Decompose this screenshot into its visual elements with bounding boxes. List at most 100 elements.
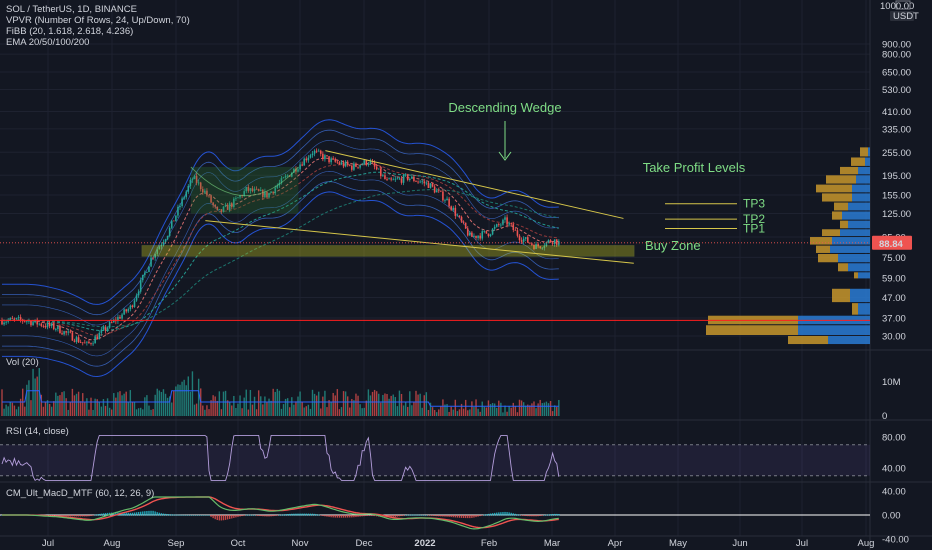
candle-body <box>495 224 498 227</box>
time-tick-label: 2022 <box>414 538 435 549</box>
rsi-tick-label: 80.00 <box>882 433 906 444</box>
macd-histogram-bar <box>150 510 152 516</box>
currency-badge <box>890 11 914 21</box>
macd-histogram-bar <box>247 514 250 516</box>
macd-histogram-bar <box>477 515 479 517</box>
macd-histogram-bar <box>82 515 84 517</box>
volume-bar <box>361 408 363 416</box>
macd-histogram-bar <box>206 514 208 516</box>
drawings[interactable]: Descending Wedge Take Profit Levels TP3TP2… <box>0 100 870 321</box>
macd-histogram-bar <box>491 513 494 516</box>
macd-histogram-bar <box>431 515 434 516</box>
macd-histogram-bar <box>556 513 558 516</box>
volume-bar <box>7 406 9 416</box>
candle-body <box>394 178 397 180</box>
macd-histogram-bar <box>291 513 293 516</box>
candle-body <box>46 322 49 328</box>
macd-histogram-bar <box>264 515 266 517</box>
volume-bar <box>357 395 359 416</box>
price-tick-label: 59.00 <box>882 273 906 284</box>
macd-histogram-bar <box>299 513 301 516</box>
macd-histogram-bar <box>487 513 490 516</box>
candle-body <box>545 242 548 246</box>
volume-bar <box>378 393 380 416</box>
candles[interactable] <box>1 148 560 347</box>
volume-bar <box>551 411 554 416</box>
candle-body <box>183 197 185 199</box>
macd-histogram-bar <box>67 515 69 517</box>
candle-body <box>38 323 41 325</box>
fibb-legend[interactable]: FiBB (20, 1.618, 2.618, 4.236) <box>6 26 134 37</box>
volume-bar <box>330 402 332 416</box>
macd-histogram-bar <box>90 515 92 516</box>
candle-body <box>81 342 84 344</box>
volume-bar <box>75 393 78 416</box>
volume-bar <box>489 404 492 416</box>
macd-histogram-bar <box>305 513 307 516</box>
profile-down-bar <box>826 175 856 184</box>
volume-bar <box>189 391 192 416</box>
candle-body <box>493 226 496 229</box>
candle-body <box>342 162 345 167</box>
macd-histogram-bar <box>57 515 59 517</box>
macd-histogram-bar <box>502 512 504 516</box>
candle-body <box>427 182 430 188</box>
macd-histogram-bar <box>531 515 533 517</box>
volume-bar <box>257 390 260 416</box>
volume-bar <box>158 390 161 416</box>
main-legend: SOL / TetherUS, 1D, BINANCE VPVR (Number… <box>6 4 190 48</box>
candle-body <box>286 175 289 177</box>
profile-down-bar <box>840 220 848 229</box>
volume-bar <box>303 407 305 416</box>
candle-body <box>380 168 382 177</box>
time-tick-label: Oct <box>231 538 246 549</box>
macd-tick-label: 0.00 <box>882 511 901 522</box>
volume-bar <box>286 398 289 416</box>
time-axis[interactable]: Jul Aug Sep Oct Nov Dec 2022 Feb Mar Apr May Jun Jul… <box>42 538 875 549</box>
currency-label: USDT <box>893 11 919 22</box>
candle-body <box>71 332 74 341</box>
symbol-title[interactable]: SOL / TetherUS, 1D, BINANCE <box>6 4 137 15</box>
macd-histogram-bar <box>402 515 405 516</box>
macd-legend[interactable]: CM_Ult_MacD_MTF (60, 12, 26, 9) <box>6 488 155 499</box>
volume-bar <box>413 402 415 416</box>
volume-legend[interactable]: Vol (20) <box>6 357 39 368</box>
volume-bar <box>214 396 216 416</box>
time-tick-label: Nov <box>292 538 309 549</box>
volume-bar <box>142 409 144 416</box>
candle-body <box>553 239 556 244</box>
candle-body <box>137 291 140 296</box>
vpvr-legend[interactable]: VPVR (Number Of Rows, 24, Up/Down, 70) <box>6 15 190 26</box>
volume-bar <box>59 395 61 416</box>
macd-histogram-bar <box>148 510 150 516</box>
candle-body <box>11 317 14 319</box>
volume-bar <box>229 402 231 416</box>
candle-body <box>375 166 378 170</box>
macd-histogram-bar <box>535 515 537 517</box>
candle-body <box>365 160 368 165</box>
profile-up-bar <box>848 220 870 229</box>
macd-histogram-bar <box>249 514 252 516</box>
volume-bar <box>46 400 49 416</box>
rsi-legend[interactable]: RSI (14, close) <box>6 426 69 437</box>
candle-body <box>274 187 277 194</box>
volume-bar <box>88 409 90 416</box>
ema-legend[interactable]: EMA 20/50/100/200 <box>6 37 90 48</box>
candle-body <box>13 318 16 320</box>
macd-histogram-bar <box>297 513 299 516</box>
macd-histogram-bar <box>320 515 322 516</box>
volume-bar <box>50 406 53 416</box>
macd-histogram-bar <box>496 512 498 516</box>
volume-bar <box>57 395 59 416</box>
macd-histogram-bar <box>353 515 355 518</box>
candle-body <box>96 336 99 340</box>
time-tick-label: Apr <box>608 538 623 549</box>
candle-body <box>193 175 196 179</box>
macd-histogram-bar <box>450 515 452 518</box>
candle-body <box>94 336 96 344</box>
profile-down-bar <box>854 272 858 279</box>
volume-bar <box>299 391 301 416</box>
